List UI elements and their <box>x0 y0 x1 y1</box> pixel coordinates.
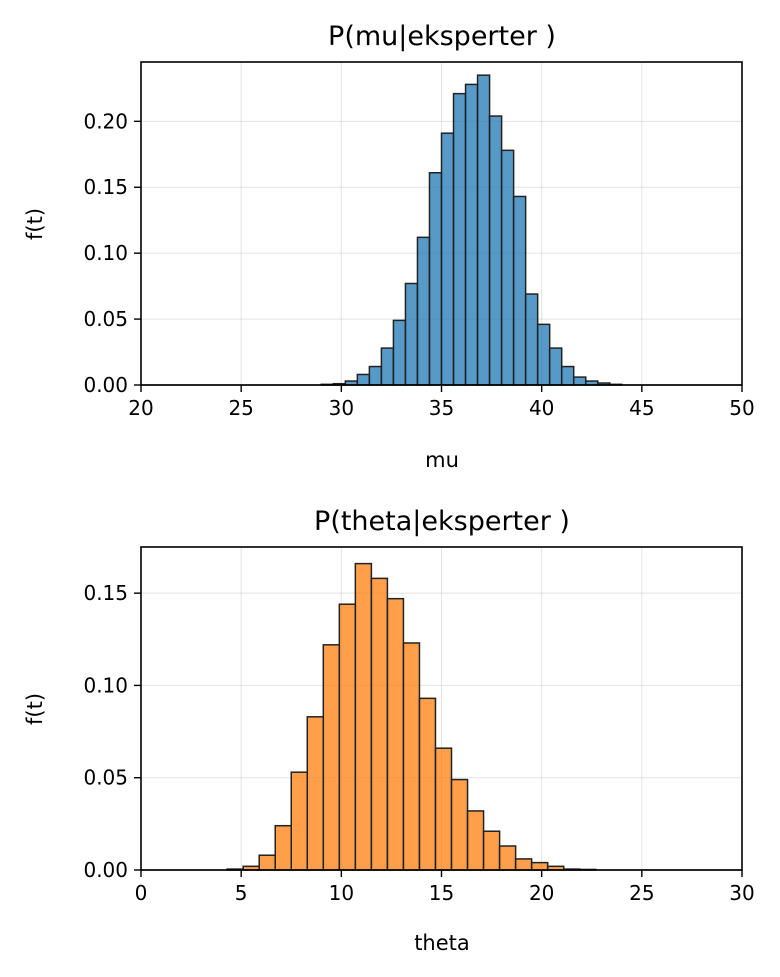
histogram-bar <box>524 293 539 386</box>
y-tick-label: 0.05 <box>83 766 128 790</box>
chart-title: P(theta|eksperter ) <box>314 506 570 537</box>
histogram-bar <box>536 323 551 386</box>
x-tick-label: 25 <box>629 881 654 905</box>
histogram-bar <box>356 373 371 386</box>
histogram-bar <box>452 92 467 386</box>
x-tick-label: 5 <box>235 881 248 905</box>
histogram-bar <box>530 861 549 871</box>
x-tick-label: 10 <box>329 881 354 905</box>
histogram-bar <box>482 830 501 871</box>
histogram-bar <box>404 282 419 386</box>
histogram-bar <box>338 603 357 871</box>
histogram-bar <box>416 236 431 386</box>
x-axis-ticks: 0 5 10 15 20 25 30 <box>135 870 755 905</box>
histogram-bar <box>290 771 309 871</box>
histogram-bar <box>512 195 527 386</box>
chart-panel-mu: P(mu|eksperter ) 20 25 30 35 40 45 50 0.00 0.05… <box>23 21 755 472</box>
y-axis-ticks: 0.00 0.05 0.10 0.15 0.20 <box>83 109 141 397</box>
histogram-bar <box>368 365 383 386</box>
x-tick-label: 20 <box>128 396 153 420</box>
x-axis-ticks: 20 25 30 35 40 45 50 <box>128 385 755 420</box>
histogram-bar <box>560 365 575 386</box>
histogram-bar <box>386 597 405 871</box>
histogram-bar <box>498 845 517 871</box>
histogram-bar <box>392 319 407 386</box>
chart-title: P(mu|eksperter ) <box>328 21 556 52</box>
histogram-bar <box>322 644 341 871</box>
x-tick-label: 30 <box>329 396 354 420</box>
x-axis-label: theta <box>414 931 470 955</box>
histogram-bar <box>380 347 395 386</box>
x-axis-label: mu <box>425 448 459 472</box>
histogram-bar <box>572 376 587 386</box>
y-tick-label: 0.00 <box>83 858 128 882</box>
y-axis-ticks: 0.00 0.05 0.10 0.15 <box>83 581 141 882</box>
histogram-bar <box>514 858 533 871</box>
y-tick-label: 0.15 <box>83 581 128 605</box>
y-tick-label: 0.10 <box>83 673 128 697</box>
y-tick-label: 0.20 <box>83 109 128 133</box>
y-tick-label: 0.15 <box>83 175 128 199</box>
histogram-bar <box>402 642 421 871</box>
histogram-bar <box>488 115 503 386</box>
y-axis-label: f(t) <box>23 693 47 725</box>
histogram-bar <box>464 83 479 386</box>
bars <box>320 74 623 386</box>
histogram-bar <box>548 347 563 386</box>
x-tick-label: 15 <box>429 881 454 905</box>
histogram-bar <box>418 697 437 871</box>
histogram-bar <box>466 810 485 871</box>
y-tick-label: 0.10 <box>83 241 128 265</box>
histogram-bar <box>500 149 515 386</box>
histogram-bar <box>428 171 443 386</box>
x-tick-label: 30 <box>729 881 754 905</box>
histogram-bar <box>274 824 292 871</box>
histogram-bar <box>354 562 373 871</box>
y-tick-label: 0.05 <box>83 307 128 331</box>
x-tick-label: 45 <box>629 396 654 420</box>
x-tick-label: 0 <box>135 881 148 905</box>
histogram-bar <box>258 854 276 871</box>
histogram-bar <box>370 577 389 871</box>
histogram-bar <box>476 74 491 386</box>
chart-panel-theta: P(theta|eksperter ) 0 5 10 15 20 25 30 0.000.0… <box>23 506 755 955</box>
x-tick-label: 35 <box>429 396 454 420</box>
x-tick-label: 50 <box>729 396 754 420</box>
x-tick-label: 20 <box>529 881 554 905</box>
x-tick-label: 25 <box>228 396 253 420</box>
y-axis-label: f(t) <box>23 208 47 240</box>
x-tick-label: 40 <box>529 396 554 420</box>
histogram-bar <box>440 132 455 386</box>
y-tick-label: 0.00 <box>83 373 128 397</box>
bars <box>226 562 597 871</box>
histogram-bar <box>434 747 453 871</box>
histogram-bar <box>450 778 469 871</box>
histogram-bar <box>306 716 325 871</box>
